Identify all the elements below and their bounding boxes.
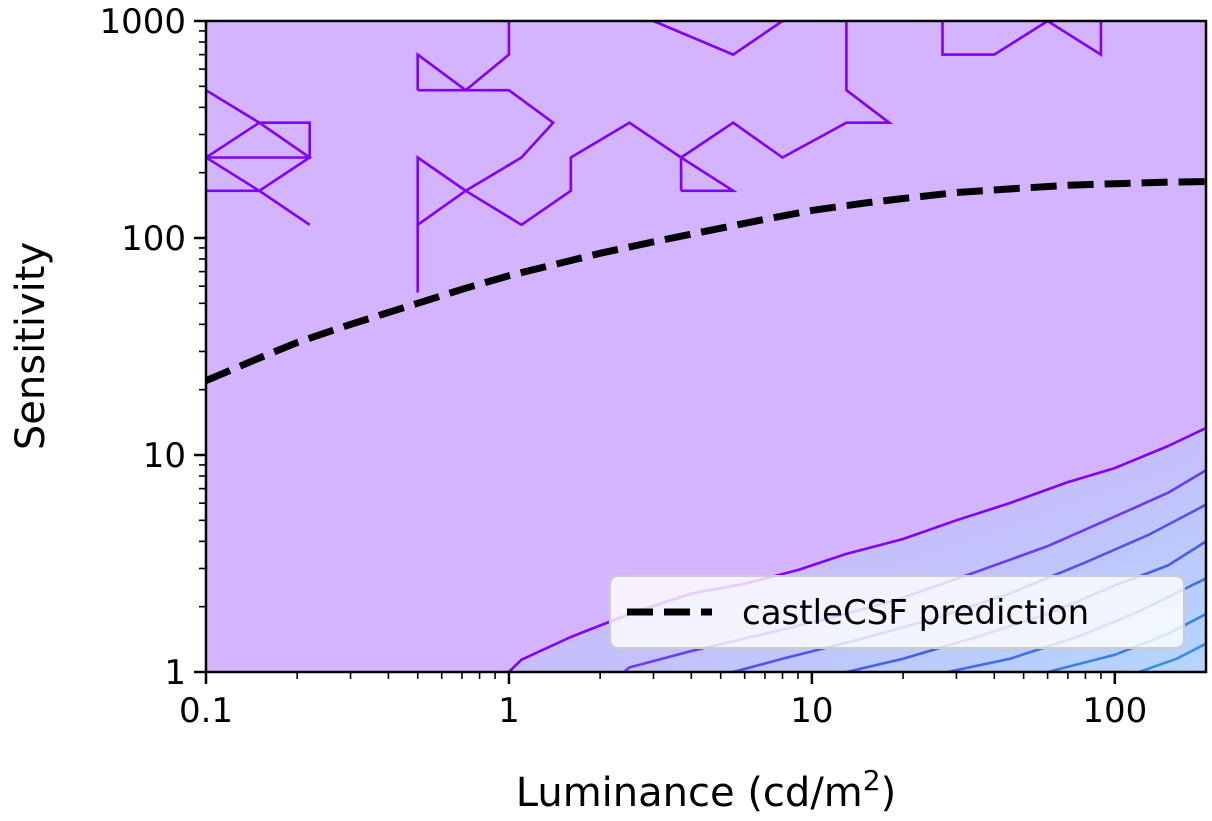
noise-contour-8	[679, 155, 738, 193]
noise-contour-4	[416, 155, 468, 293]
y-axis-label: Sensitivity	[8, 242, 54, 450]
x-axis-label: Luminance (cd/m2)	[516, 764, 896, 816]
y-tick-label: 1	[164, 653, 186, 693]
noise-contour-3	[206, 121, 313, 193]
plot-frame	[204, 19, 1208, 674]
noise-contour-2	[206, 189, 311, 226]
contour-line-7	[1138, 642, 1206, 672]
x-tick-label: 1	[498, 691, 520, 731]
noise-contour-5	[465, 21, 894, 227]
y-tick-label: 10	[143, 436, 186, 476]
x-axis-label-superscript: 2	[863, 764, 881, 797]
noise-contour-10	[941, 21, 1103, 57]
y-tick-label: 1000	[99, 2, 186, 42]
legend: castleCSF prediction	[609, 575, 1185, 649]
series-line-castlecsf-prediction	[206, 178, 1206, 384]
x-tick-label: 100	[1082, 691, 1147, 731]
noise-contour-7	[417, 88, 556, 192]
noise-contour-1	[206, 89, 311, 159]
legend-box	[609, 575, 1185, 649]
y-tick-label: 100	[121, 219, 186, 259]
x-tick-label: 10	[790, 691, 833, 731]
series-group	[206, 178, 1206, 384]
legend-label: castleCSF prediction	[742, 593, 1089, 633]
contour-line-1	[507, 426, 1206, 672]
noise-contour-9	[652, 21, 784, 57]
x-tick-label: 0.1	[179, 691, 233, 731]
